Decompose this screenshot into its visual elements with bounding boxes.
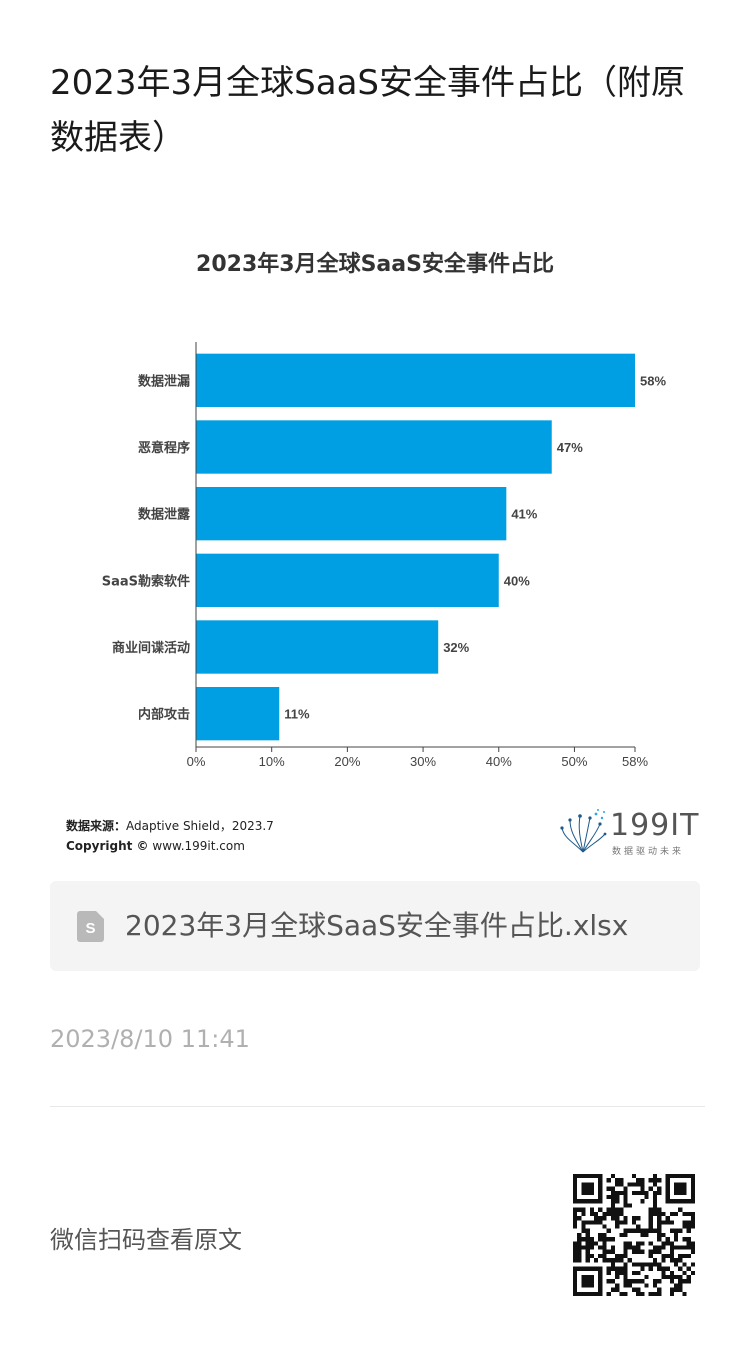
source-label: 数据来源： (66, 819, 127, 833)
bar (196, 687, 280, 741)
category-label: 商业间谍活动 (112, 640, 190, 656)
chart-copyright: Copyright © www.199it.com (66, 836, 245, 856)
bar-value-label: 41% (511, 507, 537, 522)
bar-value-label: 58% (640, 373, 666, 388)
x-tick-label: 58% (622, 754, 648, 769)
spreadsheet-file-icon: S (77, 911, 104, 942)
qr-code-icon[interactable] (573, 1174, 695, 1296)
brand-logo: 199IT 数据驱动未来 (558, 808, 698, 858)
x-tick-label: 10% (259, 754, 285, 769)
chart-source: 数据来源：Adaptive Shield，2023.7 (66, 816, 274, 836)
bar-value-label: 11% (284, 707, 310, 722)
source-value: Adaptive Shield，2023.7 (126, 819, 274, 833)
chart-container: 2023年3月全球SaaS安全事件占比 58% 数据泄漏 47% 恶意程序 41% 数据泄… (0, 225, 750, 865)
bar-chart: 58% 数据泄漏 47% 恶意程序 41% 数据泄露 40% SaaS勒索软件 32% 商业间谍活… (102, 342, 666, 769)
category-label: 恶意程序 (138, 440, 190, 456)
bar-value-label: 47% (557, 440, 583, 455)
category-label: 内部攻击 (138, 707, 190, 723)
article-title: 2023年3月全球SaaS安全事件占比（附原数据表） (50, 63, 685, 158)
category-label: 数据泄露 (138, 507, 191, 523)
copyright-value: www.199it.com (152, 839, 245, 853)
attachment-card[interactable]: S 2023年3月全球SaaS安全事件占比.xlsx (50, 881, 700, 971)
scan-to-view-text: 微信扫码查看原文 (50, 1226, 242, 1254)
category-label: 数据泄漏 (138, 373, 190, 389)
logo-tagline: 数据驱动未来 (612, 847, 685, 857)
bar (196, 487, 507, 541)
bar-value-label: 32% (443, 640, 469, 655)
category-label: SaaS勒索软件 (102, 573, 190, 589)
copyright-label: Copyright © (66, 839, 149, 853)
bar (196, 420, 552, 474)
attachment-filename[interactable]: 2023年3月全球SaaS安全事件占比.xlsx (125, 909, 629, 942)
bar-value-label: 40% (504, 573, 530, 588)
bar (196, 353, 635, 407)
bar (196, 553, 499, 607)
divider (50, 1106, 705, 1107)
x-tick-label: 20% (334, 754, 360, 769)
x-tick-label: 30% (410, 754, 436, 769)
x-tick-label: 40% (486, 754, 512, 769)
logo-mark-icon (560, 809, 607, 853)
x-tick-label: 0% (187, 754, 206, 769)
x-tick-label: 50% (561, 754, 587, 769)
logo-text: 199IT (610, 808, 700, 843)
publish-timestamp: 2023/8/10 11:41 (50, 1025, 250, 1053)
bar (196, 620, 439, 674)
svg-text:S: S (85, 920, 95, 937)
chart-title: 2023年3月全球SaaS安全事件占比 (196, 252, 554, 277)
